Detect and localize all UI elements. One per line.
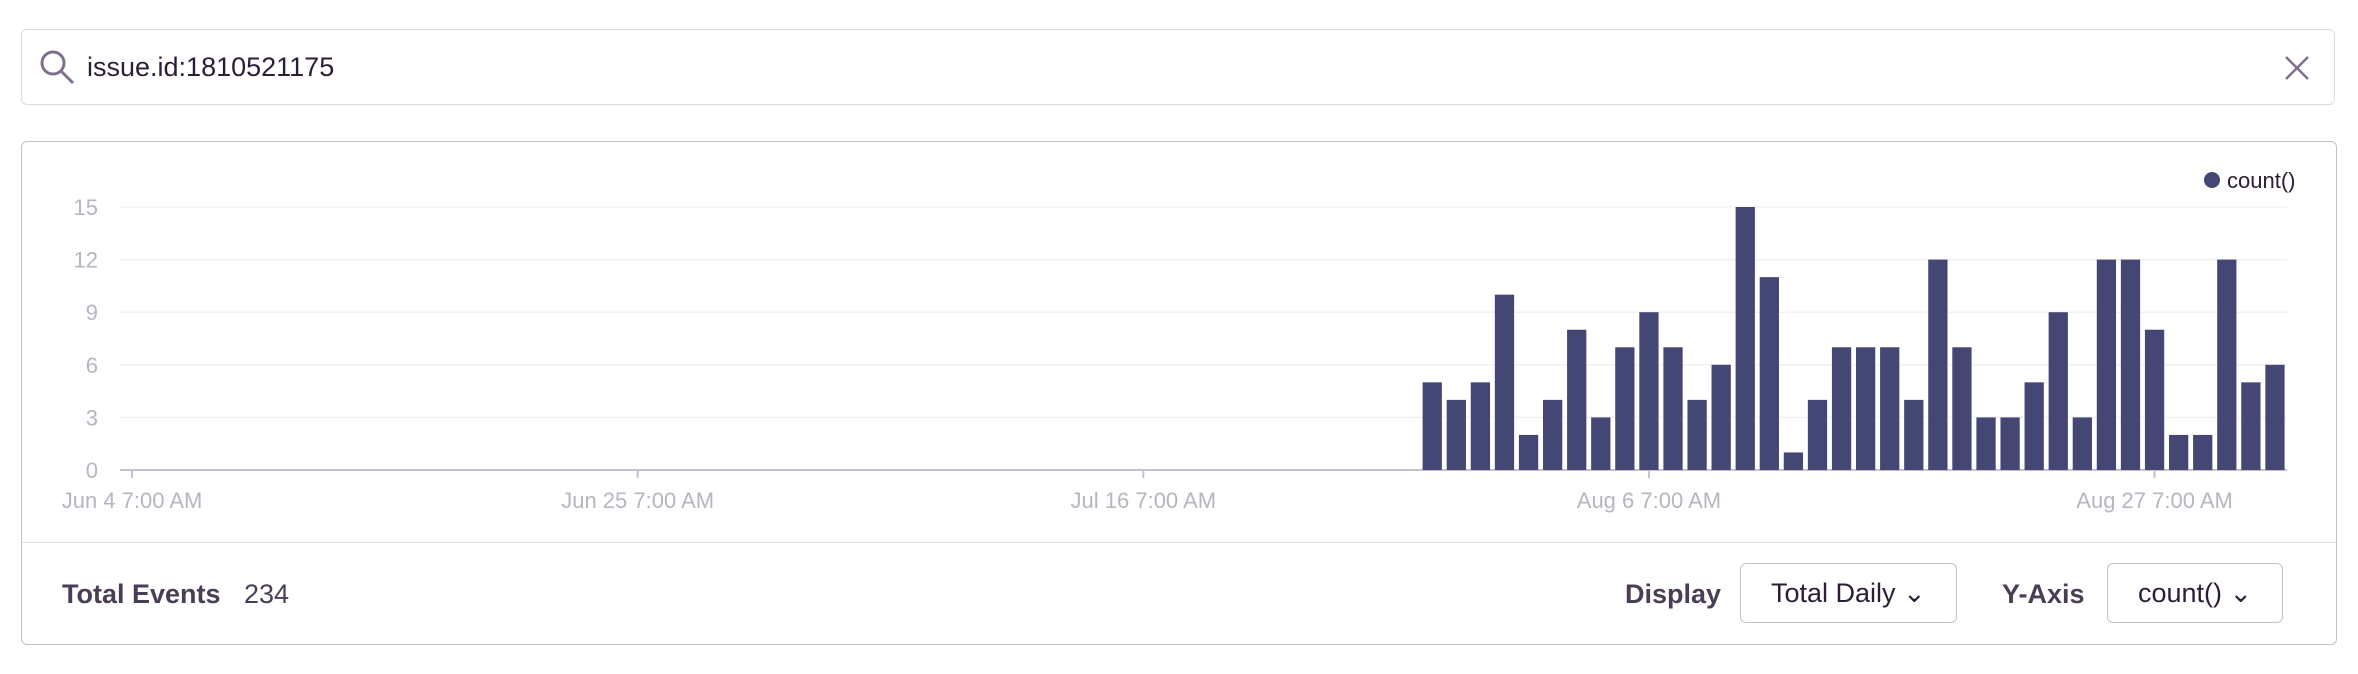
- bar: [1880, 347, 1900, 470]
- legend-marker: [2204, 172, 2220, 188]
- bar: [2169, 434, 2189, 470]
- bar: [1783, 452, 1804, 470]
- y-tick-label: 3: [86, 405, 98, 430]
- total-value: 234: [244, 579, 290, 609]
- bar: [1422, 382, 1442, 470]
- display-value: Total Daily: [1771, 578, 1896, 608]
- bar: [1591, 417, 1611, 470]
- bar: [1928, 259, 1948, 470]
- bar: [1976, 417, 1996, 470]
- yaxis-label: Y-Axis: [2002, 579, 2085, 609]
- bar: [1494, 294, 1515, 470]
- bar: [1711, 364, 1731, 470]
- bar: [1687, 399, 1707, 470]
- bar: [2048, 312, 2068, 470]
- bar: [2120, 259, 2141, 470]
- x-tick-label: Jul 16 7:00 AM: [1071, 488, 1217, 513]
- bar: [1807, 399, 1828, 470]
- bar: [1446, 399, 1466, 470]
- bar: [1615, 347, 1635, 470]
- y-tick-label: 6: [86, 353, 98, 378]
- total-label: Total Events: [62, 579, 221, 609]
- bar: [1470, 382, 1491, 470]
- bar: [2024, 382, 2044, 470]
- bar: [1639, 312, 1659, 470]
- bar: [1952, 347, 1972, 470]
- bar: [1518, 434, 1539, 470]
- search-query: issue.id:1810521175: [87, 52, 335, 82]
- x-tick-label: Jun 4 7:00 AM: [62, 488, 203, 513]
- search-icon: [40, 50, 75, 85]
- bar: [1759, 277, 1779, 470]
- search-bar[interactable]: issue.id:1810521175: [21, 29, 2335, 105]
- bar: [1856, 347, 1876, 470]
- bar: [2000, 417, 2020, 470]
- bar: [1542, 399, 1563, 470]
- bar: [1663, 347, 1683, 470]
- chart: 0 3 6 9 12 15 Jun 4 7:00 AM Jun 25 7:00 AM Jul 1…: [62, 168, 2296, 513]
- bar: [2072, 417, 2092, 470]
- display-label: Display: [1625, 579, 1722, 609]
- clear-icon[interactable]: [2282, 53, 2312, 83]
- display-dropdown[interactable]: Total Daily ⌄: [1740, 563, 1957, 623]
- y-tick-label: 0: [86, 458, 98, 483]
- x-tick-label: Jun 25 7:00 AM: [561, 488, 714, 513]
- chart-panel: 0 3 6 9 12 15 Jun 4 7:00 AM Jun 25 7:00 AM Jul 1…: [21, 141, 2337, 645]
- bar: [1904, 399, 1924, 470]
- bar: [1567, 329, 1587, 470]
- bar: [2241, 382, 2261, 470]
- bar: [2217, 259, 2237, 470]
- yaxis-dropdown[interactable]: count() ⌄: [2107, 563, 2284, 623]
- y-tick-label: 9: [86, 300, 98, 325]
- bar: [1831, 347, 1852, 470]
- y-tick-label: 15: [74, 195, 98, 220]
- bar: [1735, 207, 1755, 470]
- x-tick-label: Aug 6 7:00 AM: [1577, 488, 1721, 513]
- bar: [2193, 434, 2213, 470]
- bar: [2144, 329, 2165, 470]
- bar: [2096, 259, 2117, 470]
- x-tick-label: Aug 27 7:00 AM: [2076, 488, 2233, 513]
- yaxis-value: count(): [2138, 578, 2223, 608]
- bar: [2265, 364, 2285, 470]
- footer: Total Events 234 Display Total Daily ⌄ Y…: [22, 542, 2336, 644]
- y-tick-label: 12: [74, 248, 98, 273]
- legend-label: count(): [2227, 168, 2295, 193]
